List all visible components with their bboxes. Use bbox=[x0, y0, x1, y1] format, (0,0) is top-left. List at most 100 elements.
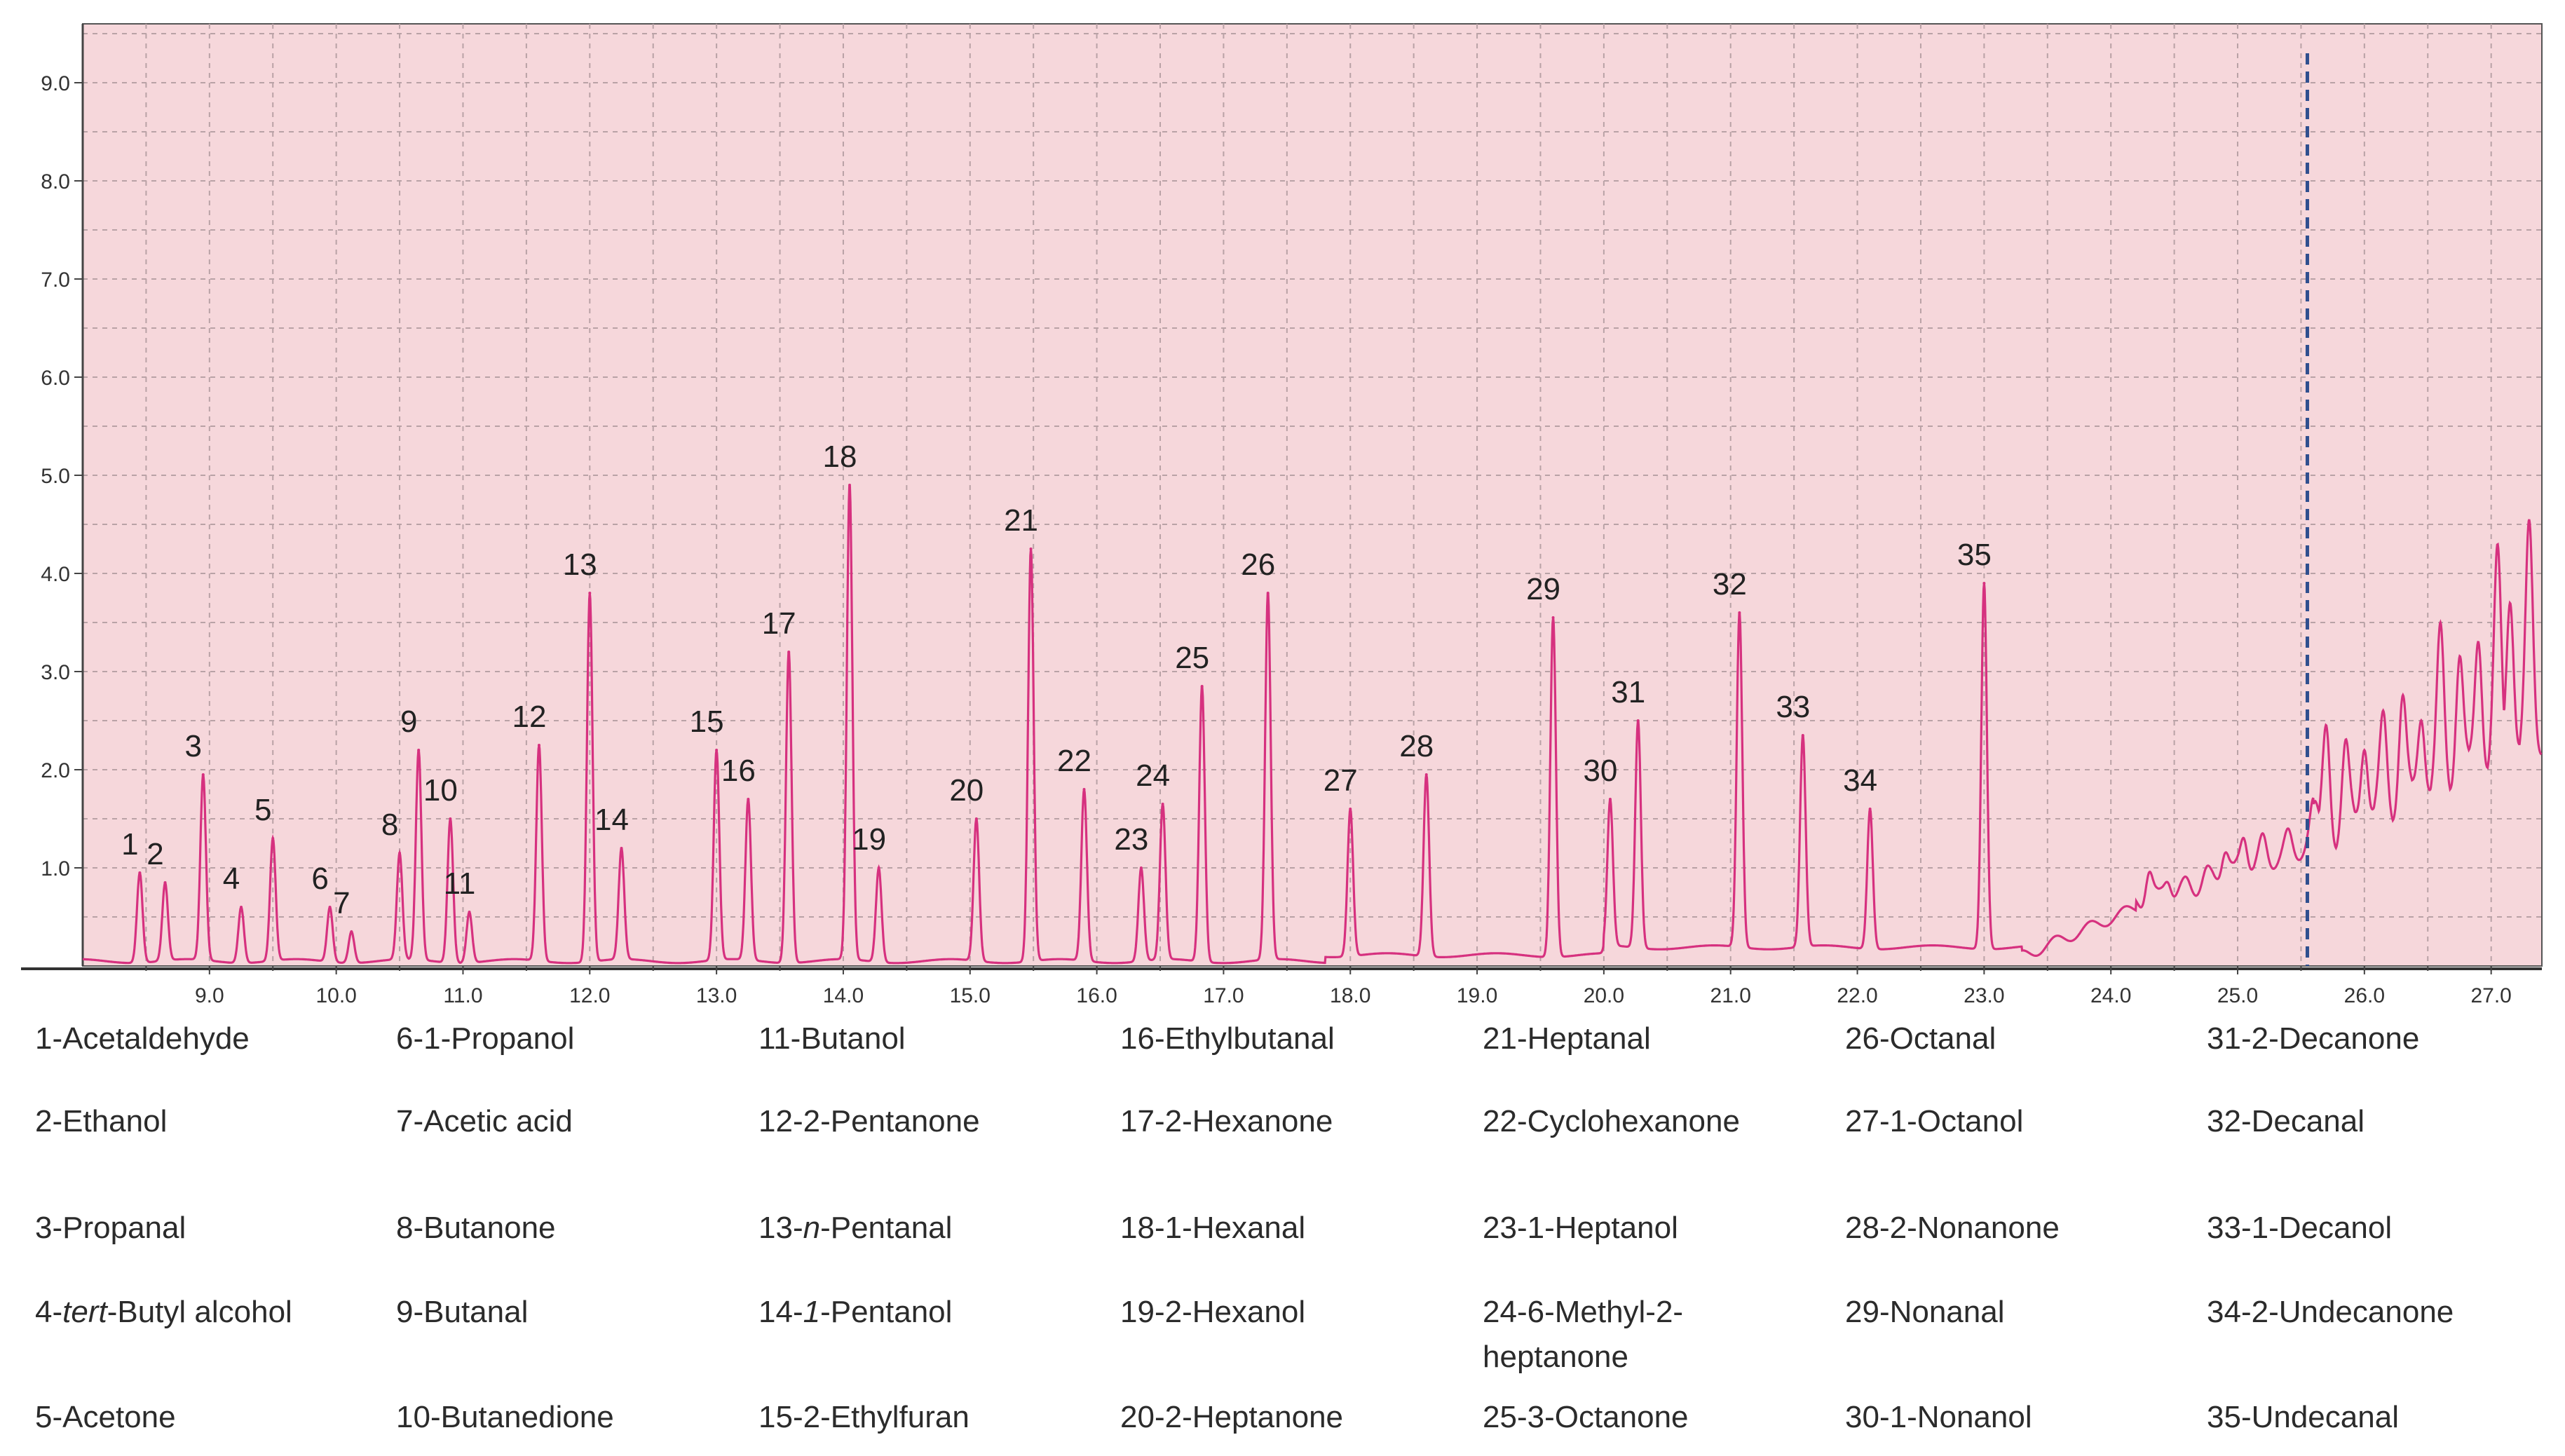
peak-22 bbox=[1082, 788, 1086, 791]
legend-item: 26-Octanal bbox=[1845, 1021, 1996, 1056]
legend-item: 19-2-Hexanol bbox=[1120, 1295, 1306, 1329]
peak-29 bbox=[1551, 616, 1555, 619]
legend-item: 32-Decanal bbox=[2207, 1104, 2365, 1138]
legend-item: 16-Ethylbutanal bbox=[1120, 1021, 1335, 1056]
x-tick-label: 26.0 bbox=[2344, 984, 2385, 1007]
chromatogram-trace bbox=[83, 486, 2543, 965]
peak-25 bbox=[1200, 685, 1204, 688]
y-tick-label: 3.0 bbox=[41, 661, 70, 684]
x-tick-label: 10.0 bbox=[315, 984, 356, 1007]
x-tick-label: 25.0 bbox=[2217, 984, 2258, 1007]
legend-item: 24-6-Methyl-2-heptanone bbox=[1483, 1295, 1684, 1374]
peak-13 bbox=[588, 592, 592, 594]
legend-item: 11-Butanol bbox=[758, 1021, 906, 1056]
peak-8 bbox=[398, 852, 402, 855]
chromatogram-svg: 9.0 10.0 11.0 12.0 13.0 14.0 15.0 16.0 17.0 18.0 1… bbox=[21, 23, 2543, 1007]
legend-item: 9-Butanal bbox=[396, 1295, 529, 1329]
peak-9 bbox=[417, 749, 421, 751]
peak-label: 15 bbox=[690, 705, 724, 739]
peak-label: 27 bbox=[1324, 763, 1358, 798]
legend-item: 35-Undecanal bbox=[2207, 1400, 2399, 1434]
legend-item: 23-1-Heptanol bbox=[1483, 1211, 1678, 1245]
peak-label: 32 bbox=[1713, 567, 1747, 601]
legend-item: 14-1-Pentanol bbox=[758, 1295, 953, 1329]
x-tick-label: 13.0 bbox=[696, 984, 737, 1007]
legend-item: 20-2-Heptanone bbox=[1120, 1400, 1344, 1434]
y-tick-label: 9.0 bbox=[41, 72, 70, 95]
x-tick-label: 23.0 bbox=[1964, 984, 2004, 1007]
peak-label: 18 bbox=[823, 440, 857, 474]
peak-6 bbox=[328, 906, 332, 909]
legend-item: 28-2-Nonanone bbox=[1845, 1211, 2060, 1245]
legend-item: 22-Cyclohexanone bbox=[1483, 1104, 1740, 1138]
legend-column-1: 1-Acetaldehyde 2-Ethanol 3-Propanal 4-te… bbox=[35, 1016, 389, 1451]
peak-24 bbox=[1161, 803, 1164, 805]
peak-31 bbox=[1636, 719, 1640, 722]
peak-label: 24 bbox=[1136, 758, 1170, 793]
peak-5 bbox=[271, 837, 275, 840]
x-tick-label: 21.0 bbox=[1710, 984, 1751, 1007]
peak-label: 16 bbox=[721, 754, 756, 788]
x-tick-label: 27.0 bbox=[2470, 984, 2511, 1007]
peak-label: 17 bbox=[762, 606, 796, 641]
legend-item: 34-2-Undecanone bbox=[2207, 1295, 2454, 1329]
x-tick-label: 14.0 bbox=[823, 984, 864, 1007]
x-tick-label: 19.0 bbox=[1457, 984, 1497, 1007]
peak-label: 23 bbox=[1114, 822, 1148, 857]
legend-item: 33-1-Decanol bbox=[2207, 1211, 2393, 1245]
legend-item: 31-2-Decanone bbox=[2207, 1021, 2420, 1056]
peak-label: 12 bbox=[512, 700, 546, 734]
peak-label: 25 bbox=[1175, 641, 1209, 675]
legend-item: 27-1-Octanol bbox=[1845, 1104, 2024, 1138]
peak-3 bbox=[201, 773, 205, 776]
peak-33 bbox=[1801, 734, 1804, 737]
legend-item: 4-tert-Butyl alcohol bbox=[35, 1295, 292, 1329]
peak-label: 19 bbox=[852, 822, 886, 857]
y-tick-label: 7.0 bbox=[41, 268, 70, 292]
legend-column-4: 16-Ethylbutanal 17-2-Hexanone 18-1-Hexan… bbox=[1120, 1016, 1474, 1451]
legend-column-2: 6-1-Propanol 7-Acetic acid 8-Butanone 9-… bbox=[396, 1016, 750, 1451]
peak-23 bbox=[1139, 866, 1143, 869]
peak-7 bbox=[350, 930, 353, 933]
peak-label: 4 bbox=[223, 862, 240, 896]
peak-label: 6 bbox=[311, 862, 328, 896]
legend-item: 30-1-Nonanol bbox=[1845, 1400, 2032, 1434]
legend-item: 3-Propanal bbox=[35, 1211, 186, 1245]
peak-label: 13 bbox=[563, 547, 597, 582]
legend-item: 25-3-Octanone bbox=[1483, 1400, 1689, 1434]
x-tick-label: 22.0 bbox=[1837, 984, 1877, 1007]
y-tick-label: 4.0 bbox=[41, 563, 70, 586]
legend-item: 2-Ethanol bbox=[35, 1104, 168, 1138]
peak-label: 8 bbox=[381, 808, 398, 842]
x-tick-label: 20.0 bbox=[1584, 984, 1624, 1007]
peak-label: 29 bbox=[1526, 572, 1560, 606]
peak-17 bbox=[787, 651, 791, 653]
legend-item: 12-2-Pentanone bbox=[758, 1104, 980, 1138]
peak-26 bbox=[1266, 592, 1270, 594]
peak-label: 2 bbox=[147, 837, 163, 871]
x-tick-label: 12.0 bbox=[569, 984, 610, 1007]
peak-12 bbox=[537, 744, 540, 747]
peak-label: 31 bbox=[1611, 675, 1645, 709]
compound-legend: 1-Acetaldehyde 2-Ethanol 3-Propanal 4-te… bbox=[35, 1016, 2545, 1451]
legend-item: 21-Heptanal bbox=[1483, 1021, 1651, 1056]
legend-item: 5-Acetone bbox=[35, 1400, 176, 1434]
peak-15 bbox=[715, 749, 719, 751]
peak-label: 26 bbox=[1241, 547, 1275, 582]
peak-label: 11 bbox=[444, 866, 476, 901]
peak-label: 28 bbox=[1399, 729, 1434, 763]
peak-label: 34 bbox=[1843, 763, 1877, 798]
peak-label: 21 bbox=[1004, 503, 1038, 538]
peak-18 bbox=[848, 484, 851, 487]
peak-label: 1 bbox=[121, 827, 138, 862]
chromatogram-chart: 9.0 10.0 11.0 12.0 13.0 14.0 15.0 16.0 17.0 18.0 1… bbox=[21, 23, 2543, 1007]
peak-label: 10 bbox=[423, 773, 458, 808]
peak-label: 9 bbox=[400, 705, 417, 739]
x-tick-label: 24.0 bbox=[2090, 984, 2131, 1007]
peak-label: 20 bbox=[949, 773, 984, 808]
legend-item: 29-Nonanal bbox=[1845, 1295, 2005, 1329]
peak-label: 14 bbox=[594, 803, 629, 837]
peak-label: 30 bbox=[1583, 754, 1617, 788]
peak-16 bbox=[747, 798, 750, 801]
legend-column-7: 31-2-Decanone 32-Decanal 33-1-Decanol 34… bbox=[2207, 1016, 2561, 1451]
